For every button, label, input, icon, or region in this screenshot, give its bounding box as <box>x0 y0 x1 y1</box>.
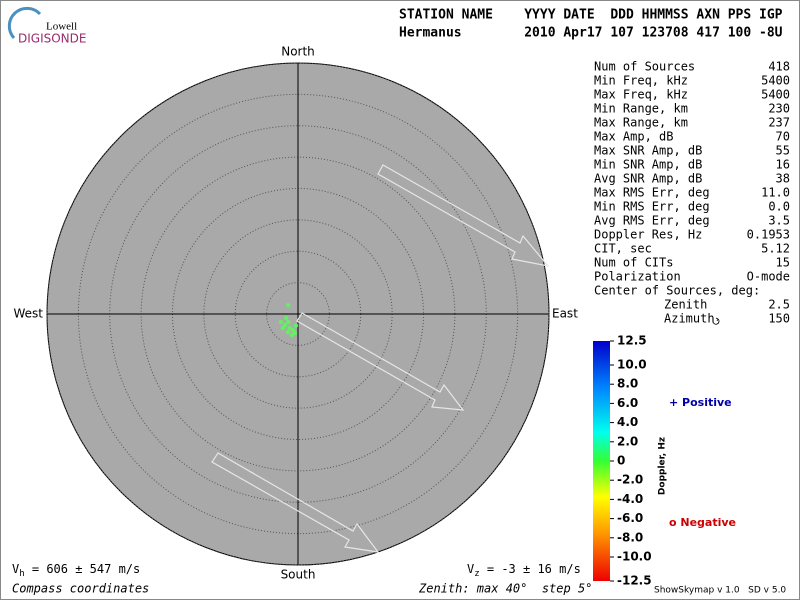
colorbar-tick-label: 2.0 <box>617 434 638 448</box>
stat-label: Max RMS Err, deg <box>594 186 710 200</box>
sub: h <box>19 569 24 579</box>
colorbar-tick-label: 10.0 <box>617 358 647 372</box>
stat-value: 3.5 <box>768 214 790 228</box>
colorbar <box>593 341 610 581</box>
stat-value: 5400 <box>761 74 790 88</box>
sub: z <box>474 569 479 579</box>
stat-label: Avg RMS Err, deg <box>594 214 710 228</box>
legend-positive: + Positive <box>669 396 732 409</box>
arrows <box>211 164 550 553</box>
stat-label: Max SNR Amp, dB <box>594 144 702 158</box>
stat-value: 5400 <box>761 88 790 102</box>
colorbar-tick-label: 8.0 <box>617 377 638 391</box>
direction-label: South <box>281 568 316 582</box>
source-point <box>287 325 293 331</box>
stat-label: Avg SNR Amp, dB <box>594 172 702 186</box>
stat-heading: Center of Sources, deg: <box>594 284 760 298</box>
stats-table: Num of Sources 418 Min Freq, kHz 5400 Max Fr… <box>594 60 790 326</box>
stat-label: Min RMS Err, deg <box>594 200 710 214</box>
stat-value: O-mode <box>747 270 790 284</box>
stat-label: Min Freq, kHz <box>594 74 688 88</box>
velocity-arrow <box>377 164 550 267</box>
azimuth-icon <box>712 317 720 325</box>
source-point <box>278 319 284 325</box>
stat-value: 15 <box>776 256 790 270</box>
source-point <box>282 322 288 328</box>
logo-top: Lowell <box>46 21 77 33</box>
colorbar-label: Doppler, Hz <box>658 437 668 495</box>
colorbar-tick-label: 4.0 <box>617 415 638 429</box>
stat-label: Min Range, km <box>594 102 688 116</box>
colorbar-tick-label: -12.5 <box>617 574 652 588</box>
velocity-arrow <box>296 312 465 411</box>
source-point <box>286 302 291 308</box>
stat-value: 150 <box>768 312 790 326</box>
header-line: STATION NAME YYYY DATE DDD HHMMSS AXN PP… <box>399 8 783 23</box>
stat-value: 38 <box>776 172 790 186</box>
colorbar-tick-label: 0 <box>617 454 625 468</box>
v: V <box>12 562 19 576</box>
logo-bottom: DIGISONDE <box>18 32 86 46</box>
skymap-plot <box>46 62 550 566</box>
colorbar-tick-label: -2.0 <box>617 473 643 487</box>
coords-text: Compass coordinates <box>12 582 149 596</box>
source-point <box>285 329 291 335</box>
colorbar-tick-label: -10.0 <box>617 550 652 564</box>
logo: Lowell DIGISONDE <box>7 6 86 46</box>
stat-value: 418 <box>768 60 790 74</box>
direction-label: West <box>13 307 43 321</box>
stat-label: Azimuth <box>664 312 715 326</box>
source-point <box>280 325 286 331</box>
colorbar-tick-label: 6.0 <box>617 396 638 410</box>
stat-value: 237 <box>768 116 790 130</box>
colorbar-tick-label: 12.5 <box>617 334 647 348</box>
colorbar-tick-label: -4.0 <box>617 492 643 506</box>
vz-text: Vz = -3 ± 16 m/s <box>467 562 581 579</box>
stat-label: Min SNR Amp, dB <box>594 158 702 172</box>
vh-text: Vh = 606 ± 547 m/s <box>12 562 140 579</box>
stat-label: Max Range, km <box>594 116 688 130</box>
stat-label: CIT, sec <box>594 242 652 256</box>
stat-label: Max Freq, kHz <box>594 88 688 102</box>
header-line: Hermanus 2010 Apr17 107 123708 417 100 -… <box>399 26 783 41</box>
stat-value: 0.0 <box>768 200 790 214</box>
v: V <box>467 562 474 576</box>
rest: = 606 ± 547 m/s <box>25 562 141 576</box>
stat-value: 16 <box>776 158 790 172</box>
source-point <box>286 319 291 325</box>
colorbar-tick-label: -6.0 <box>617 511 643 525</box>
stat-value: 0.1953 <box>747 228 790 242</box>
stat-value: 5.12 <box>761 242 790 256</box>
stat-label: Doppler Res, Hz <box>594 228 702 242</box>
source-point <box>283 315 289 321</box>
stat-value: 2.5 <box>768 298 790 312</box>
rest: = -3 ± 16 m/s <box>480 562 581 576</box>
version-text: ShowSkymap v 1.0 SD v 5.0 <box>654 586 786 596</box>
stat-value: 55 <box>776 144 790 158</box>
direction-label: East <box>552 307 578 321</box>
legend-negative: o Negative <box>669 516 736 529</box>
source-point <box>293 323 299 328</box>
stat-value: 230 <box>768 102 790 116</box>
stat-value: 70 <box>776 130 790 144</box>
zenith-text: Zenith: max 40° step 5° <box>418 582 592 596</box>
source-point <box>289 332 295 338</box>
stat-label: Polarization <box>594 270 681 284</box>
colorbar-tick-label: -8.0 <box>617 530 643 544</box>
stat-value: 11.0 <box>761 186 790 200</box>
stat-label: Zenith <box>664 298 707 312</box>
stat-label: Num of Sources <box>594 60 695 74</box>
stat-label: Num of CITs <box>594 256 673 270</box>
velocity-arrow <box>211 452 380 553</box>
logo-arc <box>7 6 42 40</box>
stat-label: Max Amp, dB <box>594 130 673 144</box>
direction-label: North <box>281 45 315 59</box>
